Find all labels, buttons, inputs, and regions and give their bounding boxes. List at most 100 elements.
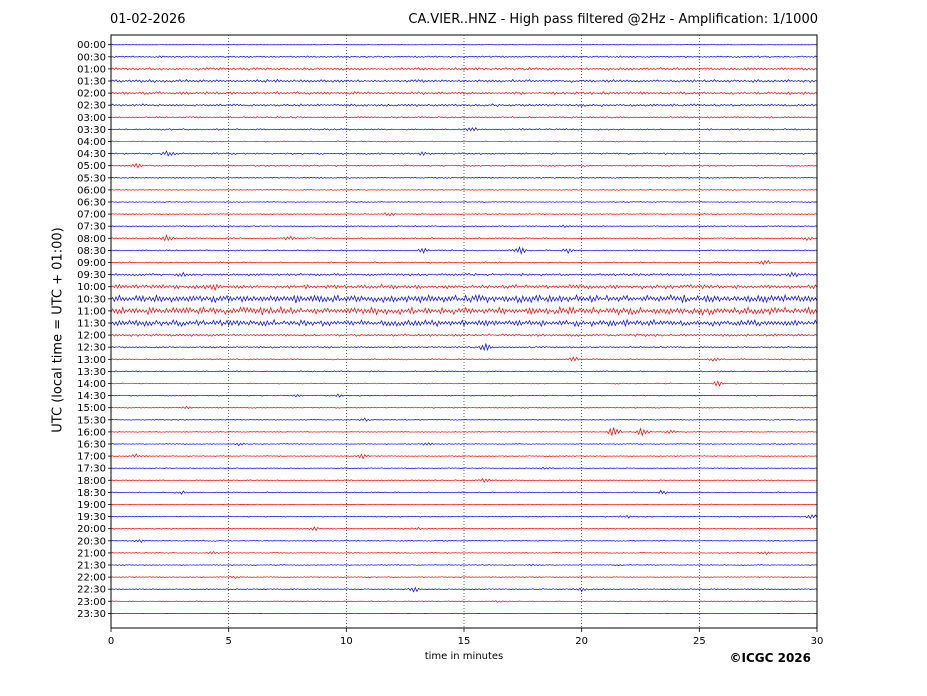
y-tick-label: 21:30 [77,561,106,572]
y-tick-label: 00:30 [77,52,106,63]
trace-2200 [110,575,818,580]
trace-1830 [110,489,818,495]
trace-1900 [110,503,818,506]
x-tick-label: 15 [458,636,471,647]
y-tick-label: 20:30 [77,536,106,547]
trace-2230 [110,586,818,593]
x-tick-label: 10 [340,636,353,647]
y-tick-label: 03:30 [77,125,106,136]
y-tick-label: 07:30 [77,222,106,233]
trace-0830 [110,246,818,256]
trace-2100 [110,551,818,556]
y-tick-label: 23:30 [77,609,106,620]
trace-1730 [110,466,818,470]
y-tick-label: 02:30 [77,101,106,112]
y-tick-label: 08:00 [77,234,106,245]
y-tick-label: 12:30 [77,343,106,354]
trace-2000 [110,526,818,532]
trace-1400 [110,380,818,387]
trace-0130 [110,78,818,84]
y-tick-label: 05:30 [77,173,106,184]
helicorder-title: CA.VIER..HNZ - High pass filtered @2Hz -… [408,12,818,27]
trace-0700 [110,212,818,217]
trace-0900 [110,259,818,266]
trace-0500 [110,162,818,169]
y-tick-label: 17:00 [77,452,106,463]
x-axis-ticks: 0 5 10 15 20 25 30 [108,628,824,647]
trace-1130 [110,318,818,328]
x-tick-label: 30 [811,636,824,647]
trace-1930 [110,514,818,520]
trace-1800 [110,478,818,483]
y-tick-label: 01:30 [77,77,106,88]
y-tick-label: 23:00 [77,597,106,608]
trace-1600 [110,427,818,437]
trace-1630 [110,442,818,447]
y-tick-label: 13:30 [77,367,106,378]
trace-1100 [110,305,818,317]
y-tick-label: 19:00 [77,500,106,511]
y-tick-label: 10:00 [77,282,106,293]
trace-0100 [110,67,818,71]
trace-1530 [110,417,818,422]
y-tick-label: 06:30 [77,198,106,209]
trace-0800 [110,234,818,242]
x-tick-label: 0 [108,636,114,647]
trace-0430 [110,150,818,157]
x-tick-label: 20 [575,636,588,647]
trace-1230 [110,342,818,352]
trace-0530 [110,176,818,179]
trace-0030 [110,55,818,59]
y-tick-label: 11:30 [77,319,106,330]
trace-1330 [110,370,818,373]
trace-0630 [110,201,818,203]
y-tick-label: 08:30 [77,246,106,257]
y-tick-label: 18:30 [77,488,106,499]
trace-0930 [110,271,818,278]
y-tick-label: 22:00 [77,573,106,584]
y-tick-label: 14:00 [77,379,106,390]
y-tick-label: 18:00 [77,476,106,487]
y-tick-label: 05:00 [77,161,106,172]
y-tick-label: 06:00 [77,185,106,196]
y-tick-label: 14:30 [77,391,106,402]
y-tick-label: 12:00 [77,331,106,342]
y-tick-label: 09:30 [77,270,106,281]
trace-2130 [110,563,818,567]
trace-2030 [110,539,818,544]
y-tick-label: 17:30 [77,464,106,475]
y-tick-label: 15:30 [77,415,106,426]
y-tick-label: 07:00 [77,210,106,221]
y-tick-label: 21:00 [77,548,106,559]
trace-0330 [110,127,818,132]
trace-0300 [110,116,818,119]
y-tick-label: 20:00 [77,524,106,535]
y-tick-label: 04:30 [77,149,106,160]
y-tick-label: 00:00 [77,40,106,51]
trace-1430 [110,393,818,398]
vertical-grid [228,35,700,628]
y-tick-label: 02:00 [77,89,106,100]
y-tick-label: 11:00 [77,306,106,317]
y-tick-label: 09:00 [77,258,106,269]
trace-0230 [110,103,818,108]
y-tick-label: 15:00 [77,403,106,414]
y-tick-label: 16:30 [77,440,106,451]
trace-0730 [110,224,818,228]
x-tick-label: 5 [225,636,231,647]
trace-0600 [110,188,818,191]
helicorder-date: 01-02-2026 [110,12,186,27]
y-tick-label: 04:00 [77,137,106,148]
seismic-traces [110,44,818,614]
trace-0200 [110,91,818,96]
trace-1300 [110,356,818,362]
x-tick-label: 25 [693,636,706,647]
y-tick-label: 10:30 [77,294,106,305]
y-tick-label: 03:00 [77,113,106,124]
trace-1700 [110,453,818,460]
trace-1500 [110,405,818,410]
y-tick-label: 16:00 [77,427,106,438]
y-tick-label: 19:30 [77,512,106,523]
